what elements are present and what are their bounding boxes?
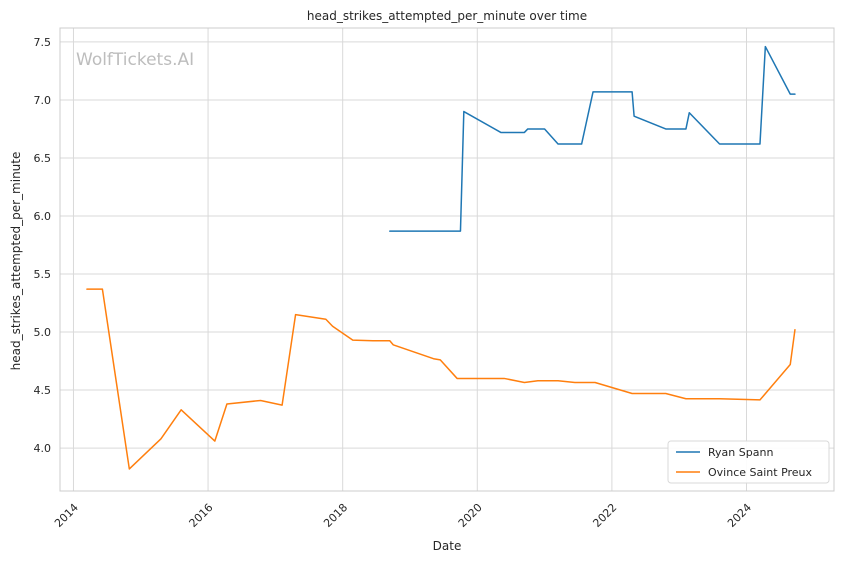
series-layer [86, 45, 796, 470]
y-tick-label: 5.0 [34, 326, 52, 339]
legend-label-ryan-spann: Ryan Spann [708, 446, 773, 459]
y-tick-label: 6.0 [34, 210, 52, 223]
series-line-ryan-spann [389, 45, 796, 232]
legend-box [667, 440, 830, 484]
y-axis-ticks: 4.0 4.5 5.0 5.5 6.0 6.5 7.0 7.5 [34, 36, 52, 455]
legend-label-ovince-saint-preux: Ovince Saint Preux [708, 466, 813, 479]
y-tick-label: 7.0 [34, 94, 52, 107]
y-tick-label: 4.5 [34, 384, 52, 397]
y-axis-label: head_strikes_attempted_per_minute [9, 152, 23, 371]
series-line-ovince-saint-preux [86, 288, 796, 470]
legend: Ryan Spann Ovince Saint Preux [667, 440, 830, 484]
grid [60, 28, 834, 491]
chart-title: head_strikes_attempted_per_minute over t… [307, 9, 587, 23]
y-tick-label: 7.5 [34, 36, 52, 49]
watermark: WolfTickets.AI [76, 50, 194, 70]
x-axis-label: Date [433, 539, 462, 553]
plot-frame [59, 27, 835, 492]
y-tick-label: 6.5 [34, 152, 52, 165]
y-tick-label: 5.5 [34, 268, 52, 281]
y-tick-label: 4.0 [34, 442, 52, 455]
